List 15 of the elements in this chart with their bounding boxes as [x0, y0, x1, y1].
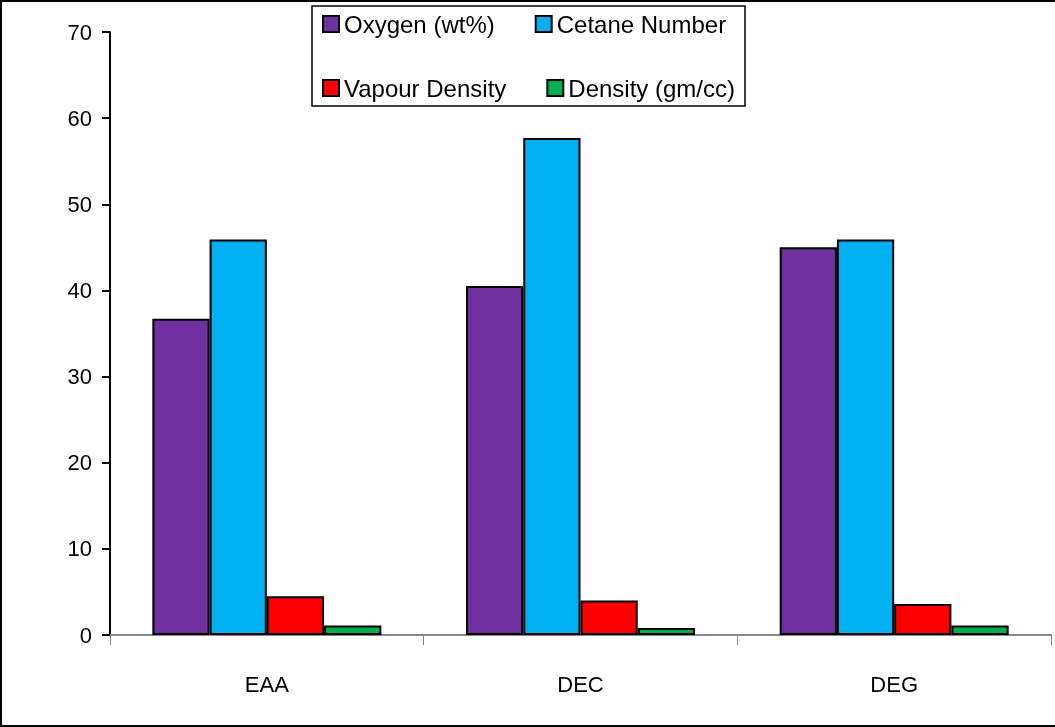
x-tick-label: DEC: [557, 671, 604, 697]
y-tick-label: 10: [67, 536, 92, 562]
legend-label: Cetane Number: [556, 10, 727, 38]
legend-label: Density (gm/cc): [568, 74, 735, 102]
y-tick-label: 30: [67, 364, 92, 390]
y-tick-label: 20: [67, 450, 92, 476]
y-tick-label: 0: [79, 622, 92, 648]
y-tick-label: 50: [67, 191, 92, 217]
legend-label: Oxygen (wt%): [344, 10, 495, 38]
x-tick-label: EAA: [244, 671, 290, 697]
y-tick-label: 40: [67, 277, 92, 303]
legend-label: Vapour Density: [344, 74, 507, 102]
y-tick-label: 70: [67, 19, 92, 45]
x-tick-label: DEG: [870, 671, 919, 697]
y-tick-label: 60: [67, 105, 92, 131]
